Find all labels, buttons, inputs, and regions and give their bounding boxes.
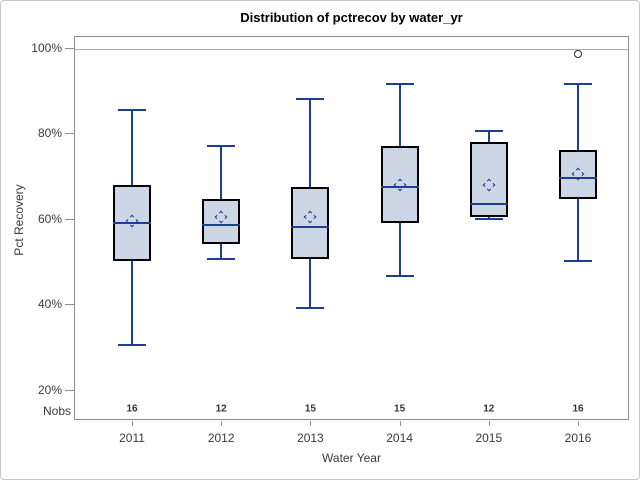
- x-axis-tick: [578, 421, 579, 426]
- y-axis-tick: [65, 304, 74, 306]
- whisker-cap: [207, 145, 236, 148]
- whisker-cap: [564, 260, 592, 263]
- y-axis-tick-label: 80%: [37, 126, 62, 141]
- y-axis-tick-label: 60%: [37, 211, 62, 226]
- x-axis-tick-label: 2011: [119, 431, 145, 445]
- nobs-value: 15: [304, 403, 316, 415]
- x-axis-tick: [221, 421, 223, 426]
- x-axis-tick: [310, 421, 312, 426]
- whisker-cap: [474, 217, 503, 220]
- outlier-circle-marker: [574, 50, 582, 59]
- iqr-box: [202, 199, 241, 245]
- nobs-value: 16: [126, 403, 138, 415]
- x-axis-tick: [488, 421, 490, 426]
- nobs-value: 12: [215, 403, 227, 415]
- x-axis-tick-label: 2016: [564, 431, 592, 445]
- whisker-cap: [296, 98, 325, 100]
- y-axis-tick: [65, 218, 74, 220]
- iqr-box: [559, 150, 597, 200]
- x-axis-tick-label: 2014: [386, 431, 413, 445]
- whisker-cap: [385, 275, 414, 278]
- y-axis-tick: [65, 133, 74, 135]
- median-line: [113, 221, 151, 224]
- y-axis-tick-label: 40%: [37, 297, 62, 312]
- x-axis-tick-label: 2015: [475, 431, 503, 445]
- x-axis-tick: [132, 421, 133, 426]
- plot-area: [74, 36, 629, 420]
- whisker-cap: [118, 108, 146, 111]
- nobs-value: 16: [572, 403, 584, 415]
- y-axis-tick-label: 100%: [31, 40, 62, 55]
- x-axis-tick-label: 2012: [207, 431, 235, 445]
- nobs-row-label: Nobs: [42, 404, 71, 418]
- nobs-value: 15: [394, 403, 406, 415]
- whisker-cap: [118, 343, 146, 346]
- reference-line-100pct: [75, 48, 628, 50]
- x-axis-tick: [399, 421, 401, 426]
- median-line: [202, 224, 241, 227]
- whisker-cap: [474, 130, 503, 133]
- y-axis-tick: [65, 47, 74, 49]
- median-line: [291, 226, 330, 229]
- median-line: [469, 202, 508, 205]
- y-axis-tick-label: 20%: [37, 382, 62, 397]
- whisker-cap: [385, 83, 414, 86]
- y-axis-tick: [65, 389, 74, 391]
- iqr-box: [380, 146, 419, 223]
- whisker-cap: [296, 307, 325, 310]
- nobs-value: 12: [483, 403, 495, 415]
- chart-title: Distribution of pctrecov by water_yr: [240, 10, 463, 25]
- x-axis-title: Water Year: [322, 451, 381, 465]
- x-axis-tick-label: 2013: [297, 431, 324, 445]
- iqr-box: [291, 186, 330, 260]
- median-line: [380, 185, 419, 188]
- whisker-cap: [207, 258, 236, 261]
- median-line: [559, 177, 597, 180]
- whisker-cap: [564, 83, 592, 86]
